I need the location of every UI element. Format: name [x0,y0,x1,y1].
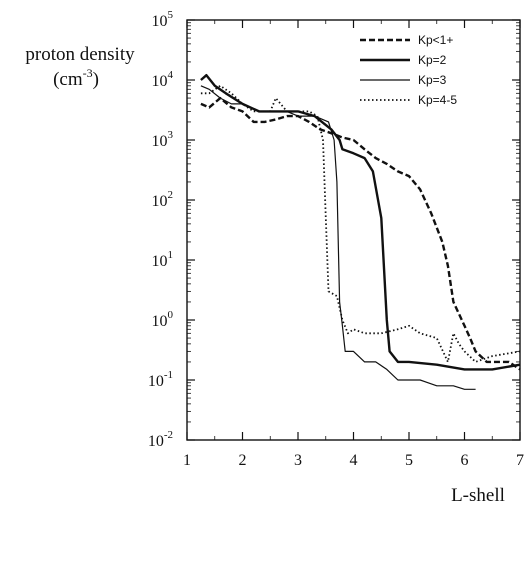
x-axis-label: L-shell [451,485,505,506]
x-tick-label: 4 [350,452,358,469]
y-tick-label: 100 [152,309,174,330]
y-tick-label: 105 [152,9,174,30]
y-tick-label: 101 [152,249,174,270]
series-line-1 [200,96,521,371]
x-tick-label: 2 [239,452,247,469]
legend: Kp<1+ Kp=2 Kp=3 Kp=4-5 [360,33,457,107]
y-axis-ticks: 105 104 103 102 101 100 10-1 10-2 [148,9,520,450]
y-tick-label: 102 [152,189,174,210]
x-tick-label: 5 [405,452,413,469]
y-tick-label: 10-1 [148,369,173,390]
x-tick-label: 3 [294,452,302,469]
y-axis-label-line1: proton density [25,44,135,65]
series-line-3 [200,85,476,390]
x-tick-label: 1 [183,452,191,469]
y-tick-label: 103 [152,129,174,150]
y-tick-label: 104 [152,69,174,90]
series-line-4 [200,84,521,363]
legend-label: Kp=2 [418,53,447,67]
legend-label: Kp<1+ [418,33,453,47]
series-lines [200,73,521,390]
plot-frame [186,19,521,441]
x-tick-label: 7 [516,452,524,469]
series-line-2 [200,73,521,371]
y-tick-label: 10-2 [148,429,173,450]
legend-label: Kp=3 [418,73,447,87]
y-axis-label-line2: (cm-3) [53,66,99,90]
legend-label: Kp=4-5 [418,93,457,107]
x-axis-ticks: 1 2 3 4 5 6 7 [183,20,524,469]
x-tick-label: 6 [461,452,469,469]
